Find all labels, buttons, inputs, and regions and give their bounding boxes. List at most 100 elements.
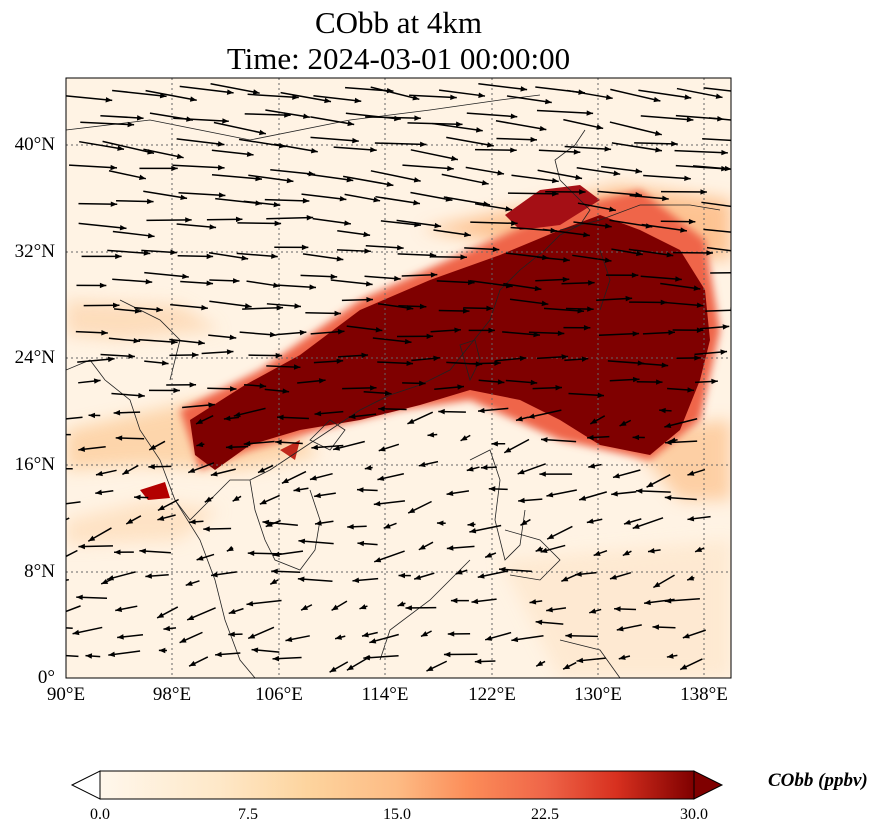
wind-vector-head (138, 174, 146, 180)
gridlines (66, 78, 731, 678)
wind-vector (236, 252, 278, 258)
wind-vector (176, 138, 225, 146)
wind-vector-head (486, 305, 493, 312)
wind-vector-head (203, 526, 210, 532)
wind-vector (466, 112, 518, 118)
wind-vector-head (675, 276, 682, 282)
wind-vector-head (618, 654, 626, 660)
wind-vector-head (563, 257, 570, 263)
wind-vector (112, 89, 167, 98)
wind-vector (264, 198, 310, 202)
wind-vector-head (309, 284, 316, 290)
wind-vector-head (652, 624, 660, 630)
wind-vector-head (648, 548, 655, 554)
wind-vector-head (176, 153, 184, 160)
wind-vector (703, 87, 731, 92)
wind-vector (330, 279, 373, 286)
x-tick-label: 114°E (361, 684, 409, 705)
wind-vector-head (536, 660, 544, 667)
wind-vector-head (680, 664, 688, 670)
wind-vector (301, 193, 347, 201)
wind-vector (143, 148, 184, 159)
wind-vector-head (460, 254, 467, 260)
wind-vector (402, 164, 454, 170)
wind-vector (536, 109, 594, 115)
wind-vector-head (700, 189, 707, 195)
wind-vector-head (55, 519, 62, 524)
wind-vector-head (43, 624, 50, 629)
wind-vector-head (687, 470, 695, 476)
wind-vector-head (397, 601, 405, 607)
wind-vector-head (662, 195, 669, 202)
wind-vector (660, 282, 701, 290)
wind-vector-head (412, 95, 420, 101)
map-subtitle-time: Time: 2024-03-01 00:00:00 (226, 41, 571, 76)
wind-vector (495, 120, 547, 131)
wind-vector-head (215, 651, 222, 658)
wind-vector-head (447, 165, 454, 172)
x-tick-label: 98°E (152, 684, 192, 705)
wind-vector-head (196, 441, 204, 448)
wind-vector-head (436, 520, 444, 526)
wind-vector-head (180, 194, 188, 201)
wind-vector (538, 149, 581, 154)
wind-vector (69, 164, 118, 169)
wind-vector-head (147, 232, 155, 239)
wind-vector-head (462, 308, 470, 314)
wind-vector-head (161, 360, 169, 366)
wind-vector-head (303, 113, 310, 119)
wind-vector-head (668, 329, 675, 336)
wind-vector-head (232, 278, 240, 284)
wind-vector (211, 173, 263, 180)
wind-vector-head (515, 416, 523, 422)
wind-vector-head (72, 629, 80, 636)
wind-vector (280, 91, 332, 103)
wind-vector-head (334, 310, 341, 317)
wind-vector (506, 95, 552, 104)
wind-vector-head (369, 638, 377, 644)
wind-vector-head (196, 418, 204, 424)
wind-vector-head (294, 303, 301, 309)
wind-vector (396, 219, 442, 228)
wind-vector-head (623, 519, 631, 525)
wind-vector-head (404, 338, 412, 345)
wind-vector-head (711, 378, 718, 385)
wind-vector-head (88, 535, 96, 542)
wind-vector-head (112, 302, 120, 309)
wind-vector (380, 220, 421, 227)
wind-vector (102, 140, 155, 154)
wind-vector-head (619, 420, 627, 426)
wind-vector-head (625, 295, 633, 302)
wind-vector-head (481, 179, 489, 186)
wind-vector (112, 230, 155, 238)
wind-vector-head (229, 334, 237, 341)
x-tick-label: 122°E (468, 684, 516, 705)
wind-vector-head (587, 306, 594, 312)
wind-vector-head (596, 124, 604, 130)
wind-vector-head (539, 471, 546, 477)
wind-vector-head (480, 464, 488, 471)
wind-vector-head (206, 280, 214, 286)
wind-vector (143, 190, 188, 200)
wind-vector-head (204, 496, 212, 503)
wind-vector-head (58, 610, 65, 615)
wind-vector-head (520, 86, 528, 92)
x-tick-label: 138°E (680, 684, 728, 705)
wind-vector (78, 222, 127, 230)
wind-vector-head (357, 540, 365, 547)
wind-vector (478, 83, 528, 91)
wind-vector-head (684, 94, 692, 100)
y-tick-label: 32°N (14, 241, 55, 262)
wind-vector (446, 136, 494, 147)
wind-vector-head (344, 220, 351, 226)
wind-vector-head (189, 382, 197, 388)
wind-vector-head (281, 478, 289, 484)
y-tick-label: 0° (37, 667, 55, 688)
wind-vector-head (504, 447, 512, 453)
wind-vector (66, 517, 70, 521)
wind-vector-head (347, 524, 354, 530)
wind-vector-head (527, 413, 535, 419)
wind-vector (706, 246, 731, 252)
wind-vector (78, 202, 118, 206)
wind-vector (375, 195, 421, 205)
